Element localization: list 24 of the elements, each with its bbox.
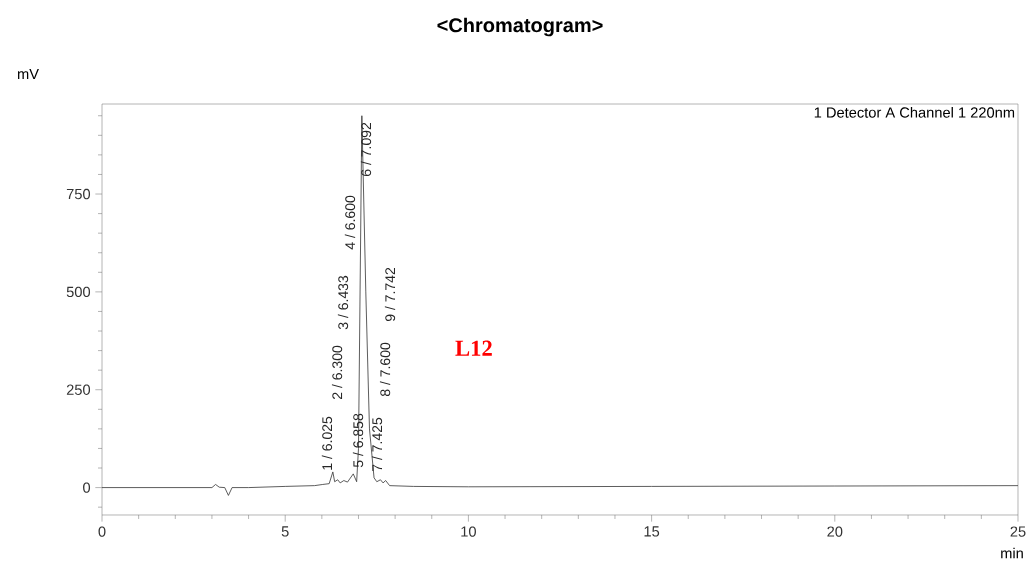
annotation: 3 / 6.433 [337, 275, 349, 330]
x-tick-label: 20 [827, 526, 843, 537]
y-tick-label: 250 [66, 384, 91, 395]
annotation: 5 / 6.858 [352, 413, 364, 468]
y-tick-label: 750 [66, 188, 91, 200]
annotation: L12 [455, 340, 492, 356]
x-tick-label: 5 [281, 526, 289, 537]
y-tick-label: 500 [66, 286, 91, 298]
annotation: 7 / 7.425 [371, 417, 383, 472]
annotation: 4 / 6.600 [344, 195, 356, 250]
x-tick-label: 0 [98, 526, 106, 537]
annotation: 6 / 7.092 [360, 122, 372, 177]
x-tick-label: 25 [1010, 526, 1026, 537]
y-axis-title: mV [17, 68, 39, 80]
annotation: 1 Detector A Channel 1 220nm [814, 106, 1015, 118]
annotation: 2 / 6.300 [331, 345, 343, 400]
x-tick-label: 15 [644, 526, 660, 537]
y-tick-label: 0 [83, 482, 91, 493]
annotation: 8 / 7.600 [379, 342, 391, 397]
chart-title: <Chromatogram> [437, 17, 603, 37]
x-axis-title: min [1001, 547, 1023, 559]
x-tick-label: 10 [461, 526, 476, 537]
annotation: 1 / 6.025 [321, 416, 333, 470]
annotation: 9 / 7.742 [384, 267, 396, 322]
